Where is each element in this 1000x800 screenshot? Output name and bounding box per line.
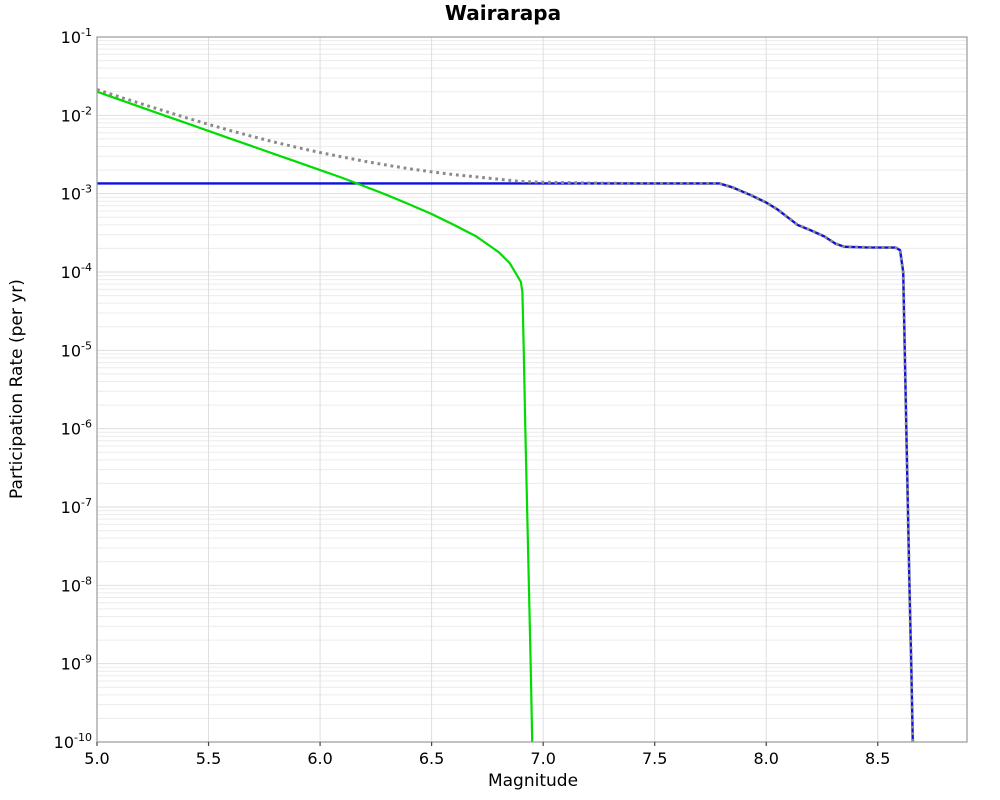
y-axis-ticks: 10-1 10-2 10-3 10-4 10-5 10-6 10-7 10-8 10-9 10-1… <box>54 26 92 752</box>
series-group <box>97 88 915 742</box>
y-tick-label: 10-3 <box>61 183 92 204</box>
y-tick-label: 10-2 <box>61 104 92 125</box>
x-tick-label: 6.0 <box>307 749 332 768</box>
y-axis-label: Participation Rate (per yr) <box>7 279 27 499</box>
y-tick-label: 10-4 <box>61 261 92 282</box>
x-axis-ticks: 5.0 5.5 6.0 6.5 7.0 7.5 8.0 8.5 <box>84 742 890 768</box>
series-total-rate-gray-dotted <box>97 88 915 742</box>
x-tick-label: 7.5 <box>642 749 667 768</box>
gridlines <box>96 37 967 742</box>
y-tick-label: 10-5 <box>61 339 92 360</box>
series-characteristic-rate-blue <box>97 182 914 742</box>
x-tick-label: 8.5 <box>865 749 890 768</box>
x-tick-label: 5.0 <box>84 749 109 768</box>
y-tick-label: 10-7 <box>61 496 92 517</box>
y-tick-label: 10-10 <box>54 731 92 752</box>
chart-title: Wairarapa <box>444 1 562 25</box>
x-axis-label: Magnitude <box>487 771 579 791</box>
y-tick-label: 10-9 <box>61 653 92 674</box>
x-tick-label: 6.5 <box>419 749 444 768</box>
y-tick-label: 10-6 <box>61 418 92 439</box>
x-tick-label: 8.0 <box>754 749 779 768</box>
x-tick-label: 5.5 <box>196 749 221 768</box>
plot-frame <box>96 36 968 743</box>
y-tick-label: 10-1 <box>61 26 92 47</box>
y-tick-label: 10-8 <box>61 574 92 595</box>
series-gutenberg-richter-rate-green <box>97 90 534 742</box>
x-tick-label: 7.0 <box>530 749 555 768</box>
